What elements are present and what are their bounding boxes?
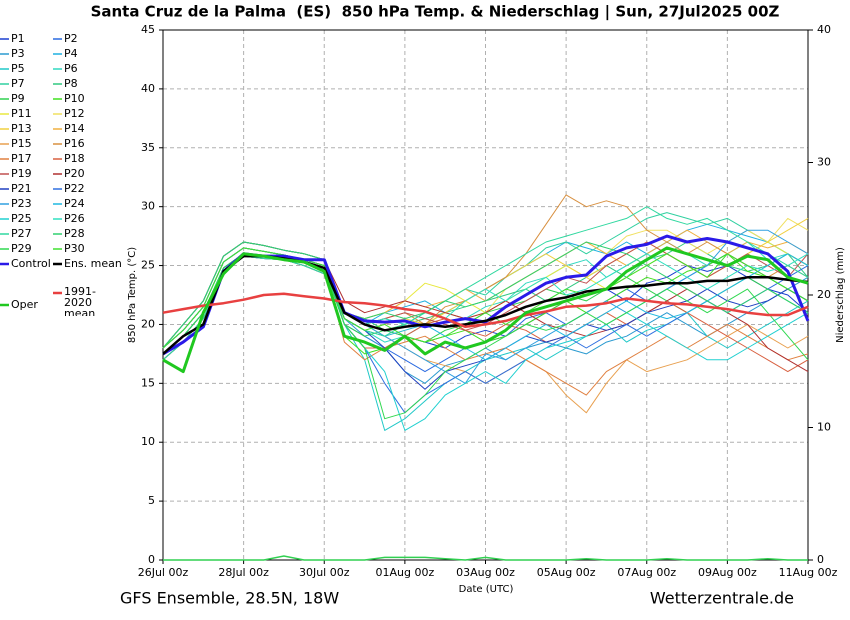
y2-tick-label: 30 [817, 156, 831, 169]
legend-label: P9 [11, 92, 25, 105]
series-line [162, 247, 809, 349]
x-tick-label: 28Jul 00z [218, 566, 269, 579]
legend-label: P10 [64, 92, 85, 105]
legend-label: P7 [11, 77, 25, 90]
chart-title: Santa Cruz de la Palma (ES) 850 hPa Temp… [91, 3, 780, 22]
y-axis-label: 850 hPa Temp. (°C) [127, 247, 138, 343]
x-tick-label: 26Jul 00z [138, 566, 189, 579]
legend-label: P26 [64, 212, 85, 225]
legend-label: Ens. mean [64, 257, 122, 270]
legend-label: P6 [64, 62, 78, 75]
legend-label: Control [11, 257, 51, 270]
legend-label: P22 [64, 182, 85, 195]
x-tick-label: 05Aug 00z [537, 566, 596, 579]
precipitation-line [163, 555, 808, 561]
y2-tick-label: 0 [817, 553, 824, 566]
legend-label: P21 [11, 182, 32, 195]
legend-label: P14 [64, 122, 85, 135]
legend-label: P2 [64, 32, 78, 45]
y2-tick-label: 10 [817, 421, 831, 434]
legend-label: P5 [11, 62, 25, 75]
legend-label: P4 [64, 47, 78, 60]
series-line [162, 292, 809, 329]
y-tick-label: 40 [141, 82, 155, 95]
legend-label: P20 [64, 167, 85, 180]
x-tick-label: 03Aug 00z [456, 566, 515, 579]
legend-label: P19 [11, 167, 32, 180]
y-tick-label: 15 [141, 376, 155, 389]
legend-label: P18 [64, 152, 85, 165]
legend-label: P17 [11, 152, 32, 165]
series-line [162, 246, 809, 374]
legend-label: 1991-2020 mean [64, 286, 96, 316]
legend-label: P11 [11, 107, 32, 120]
legend-label: P1 [11, 32, 25, 45]
y-tick-label: 5 [148, 494, 155, 507]
legend-label: P13 [11, 122, 32, 135]
series-line [162, 206, 809, 361]
y2-tick-label: 40 [817, 23, 831, 36]
x-tick-label: 09Aug 00z [698, 566, 757, 579]
y2-tick-label: 20 [817, 288, 831, 301]
x-tick-label: 01Aug 00z [376, 566, 435, 579]
x-axis-label: Date (UTC) [459, 584, 514, 595]
plot-frame [162, 29, 809, 561]
legend-label: P8 [64, 77, 78, 90]
x-tick-label: 11Aug 00z [779, 566, 838, 579]
legend-label: P15 [11, 137, 32, 150]
footer-site: Wetterzentrale.de [650, 589, 794, 608]
legend-label: P23 [11, 197, 32, 210]
legend-label-box: 1991-2020 mean [64, 286, 96, 316]
y-tick-label: 30 [141, 200, 155, 213]
legend-label: P3 [11, 47, 25, 60]
y-tick-label: 25 [141, 259, 155, 272]
legend-label: Oper [11, 298, 38, 311]
legend-label: P16 [64, 137, 85, 150]
legend-label: P12 [64, 107, 85, 120]
legend-label: P29 [11, 242, 32, 255]
y-tick-label: 20 [141, 317, 155, 330]
legend-label: P24 [64, 197, 85, 210]
y-tick-label: 0 [148, 553, 155, 566]
legend-label: P28 [64, 227, 85, 240]
y-tick-label: 45 [141, 23, 155, 36]
legend-label: P27 [11, 227, 32, 240]
legend-label: P30 [64, 242, 85, 255]
y-tick-label: 35 [141, 141, 155, 154]
legend-label: P25 [11, 212, 32, 225]
series-line [162, 241, 809, 349]
x-tick-label: 07Aug 00z [617, 566, 676, 579]
y-tick-label: 10 [141, 435, 155, 448]
footer-source: GFS Ensemble, 28.5N, 18W [120, 589, 339, 608]
x-tick-label: 30Jul 00z [299, 566, 350, 579]
y2-axis-label: Niederschlag (mm) [835, 247, 846, 343]
